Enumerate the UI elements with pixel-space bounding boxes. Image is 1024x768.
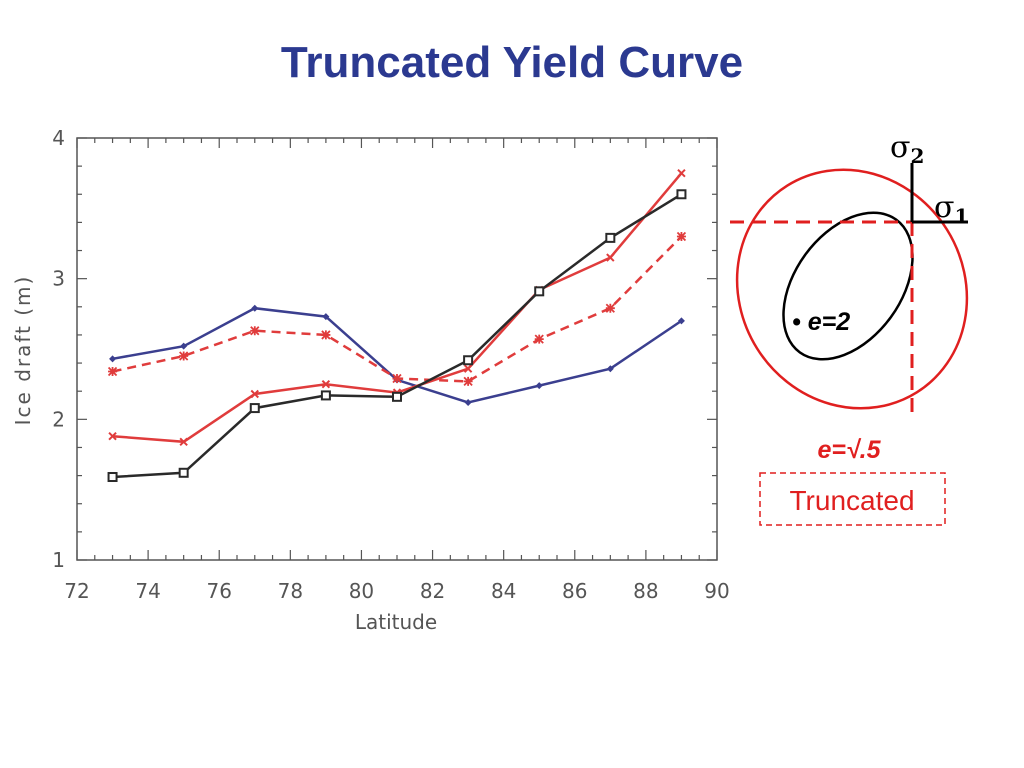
data-point-series-1 bbox=[463, 376, 473, 386]
x-tick-label: 82 bbox=[420, 579, 445, 603]
x-tick-label: 76 bbox=[206, 579, 231, 603]
data-point-series-3 bbox=[320, 390, 331, 401]
y-tick-label: 2 bbox=[52, 407, 65, 431]
data-point-series-0 bbox=[535, 382, 543, 390]
data-point-series-3 bbox=[463, 355, 474, 366]
x-tick-label: 80 bbox=[349, 579, 374, 603]
chart-series bbox=[107, 168, 687, 483]
data-point-series-0 bbox=[677, 317, 685, 325]
x-axis-title: Latitude bbox=[355, 610, 437, 634]
outer-ellipse-truncated bbox=[735, 168, 969, 410]
sigma2-label: σ2 bbox=[890, 130, 924, 168]
data-point-series-1 bbox=[107, 366, 118, 377]
data-point-series-2 bbox=[179, 437, 188, 447]
data-point-series-0 bbox=[180, 342, 188, 350]
data-point-series-2 bbox=[108, 432, 117, 441]
sigma1-label: σ1 bbox=[934, 190, 968, 228]
slide-title: Truncated Yield Curve bbox=[280, 38, 744, 87]
y-tick-label: 3 bbox=[52, 267, 65, 291]
data-point-series-0 bbox=[322, 313, 330, 321]
y-tick-label: 1 bbox=[52, 548, 65, 572]
data-point-series-0 bbox=[109, 355, 117, 363]
data-point-series-2 bbox=[606, 253, 615, 262]
y-axis-title: Ice draft (m) bbox=[11, 275, 35, 426]
x-tick-label: 90 bbox=[704, 579, 729, 603]
x-tick-label: 72 bbox=[64, 579, 89, 603]
data-point-series-0 bbox=[606, 365, 614, 373]
x-tick-label: 86 bbox=[562, 579, 587, 603]
chart-ticks: 72 74 76 78 80 82 84 86 88 90 1 2 3 4 bbox=[52, 126, 729, 603]
data-point-series-1 bbox=[321, 330, 331, 340]
data-point-series-3 bbox=[534, 286, 545, 297]
data-point-series-1 bbox=[179, 351, 189, 361]
data-point-series-3 bbox=[178, 467, 189, 478]
data-point-series-3 bbox=[676, 189, 687, 200]
outer-ellipse-label: e=√.5 bbox=[817, 436, 881, 464]
data-point-series-2 bbox=[463, 364, 473, 373]
x-tick-label: 74 bbox=[135, 579, 160, 603]
data-point-series-1 bbox=[392, 373, 402, 384]
data-point-series-3 bbox=[605, 232, 616, 243]
inner-ellipse bbox=[782, 211, 914, 361]
data-point-series-3 bbox=[249, 403, 260, 414]
data-point-series-2 bbox=[250, 389, 259, 399]
x-tick-label: 78 bbox=[278, 579, 303, 603]
truncated-box bbox=[759, 472, 946, 526]
data-point-series-3 bbox=[107, 472, 118, 483]
data-point-series-1 bbox=[605, 303, 615, 313]
y-tick-label: 4 bbox=[52, 126, 65, 150]
data-point-series-3 bbox=[392, 391, 402, 402]
data-point-series-1 bbox=[534, 334, 544, 344]
data-point-series-1 bbox=[250, 326, 260, 336]
x-tick-label: 88 bbox=[633, 579, 658, 603]
data-point-series-1 bbox=[676, 231, 687, 242]
truncated-label: Truncated bbox=[789, 485, 914, 516]
data-point-series-2 bbox=[321, 379, 331, 389]
data-point-series-0 bbox=[464, 398, 472, 406]
inner-ellipse-label: • e=2 bbox=[792, 308, 850, 336]
data-point-series-2 bbox=[677, 168, 686, 178]
x-tick-label: 84 bbox=[491, 579, 516, 603]
ice-draft-chart: 72 74 76 78 80 82 84 86 88 90 1 2 3 4 Latitude Ice dr… bbox=[11, 126, 730, 634]
data-point-series-0 bbox=[251, 304, 259, 312]
